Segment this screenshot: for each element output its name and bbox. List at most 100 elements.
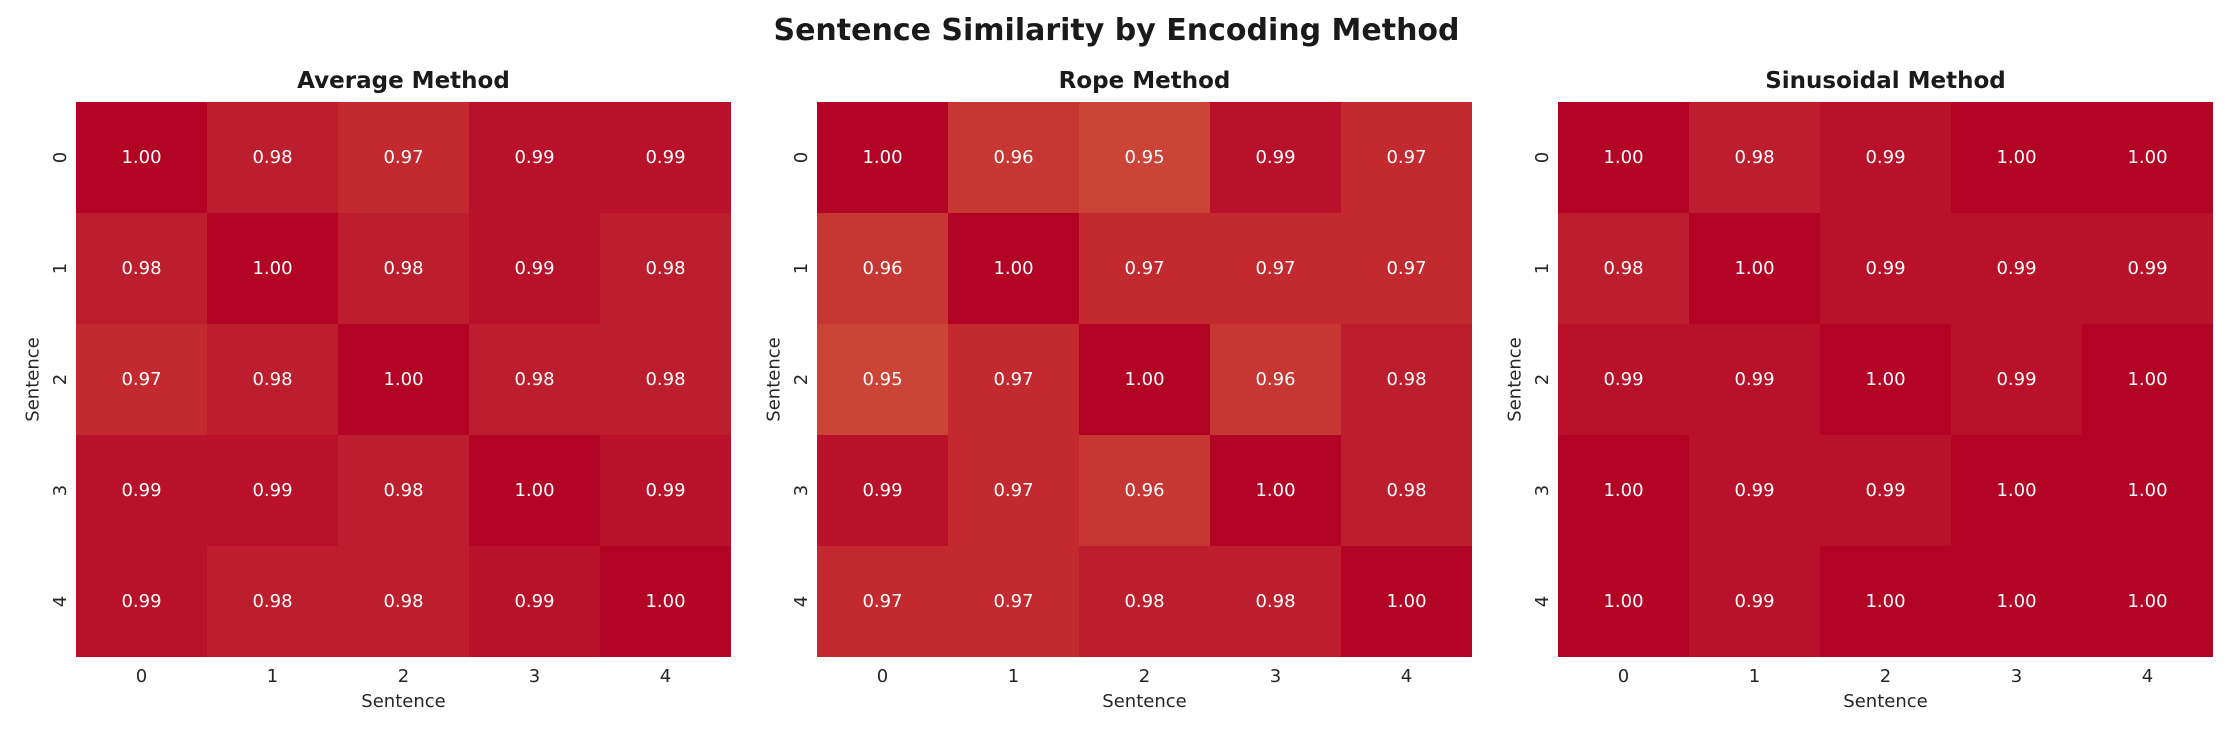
heatmap-cell: 1.00: [1558, 435, 1689, 546]
heatmap-cell: 1.00: [948, 213, 1079, 324]
heatmap-cell: 0.98: [207, 324, 338, 435]
heatmap-cell: 1.00: [2082, 324, 2213, 435]
heatmap-cell: 0.98: [1341, 324, 1472, 435]
heatmap-cell: 0.96: [1079, 435, 1210, 546]
y-tick-label: 1: [1532, 262, 1554, 275]
x-tick-label: 0: [1617, 666, 1630, 687]
heatmap-cell: 0.97: [817, 546, 948, 657]
heatmap-cell: 1.00: [1558, 102, 1689, 213]
y-tick-label: 1: [50, 262, 72, 275]
heatmap-cell: 1.00: [600, 546, 731, 657]
heatmap-cell: 0.99: [600, 435, 731, 546]
subplot-title-rope: Rope Method: [1058, 68, 1231, 94]
heatmap-cell: 0.99: [1951, 213, 2082, 324]
x-axis-label: Sentence: [361, 691, 446, 712]
heatmap-cell: 1.00: [1558, 546, 1689, 657]
heatmap-cell: 0.98: [1689, 102, 1820, 213]
heatmap-cell: 0.99: [1951, 324, 2082, 435]
heatmap-cell: 0.98: [1079, 546, 1210, 657]
heatmap-cell: 0.99: [1689, 324, 1820, 435]
x-tick-label: 1: [1748, 666, 1761, 687]
heatmap-cell: 0.99: [469, 102, 600, 213]
heatmap-cell: 0.99: [1689, 546, 1820, 657]
x-tick-label: 2: [397, 666, 410, 687]
y-tick-label: 0: [1532, 151, 1554, 164]
y-tick-label: 2: [791, 373, 813, 386]
y-tick-label: 4: [791, 595, 813, 608]
heatmap-cell: 0.99: [1558, 324, 1689, 435]
heatmap-cell: 1.00: [817, 102, 948, 213]
heatmap-cell: 0.97: [1079, 213, 1210, 324]
y-tick-label: 0: [50, 151, 72, 164]
heatmap-cell: 0.97: [948, 435, 1079, 546]
x-axis-ticks: 0 1 2 3 4: [76, 657, 731, 689]
heatmap-cell: 0.98: [207, 546, 338, 657]
heatmap-cell: 1.00: [1951, 102, 2082, 213]
heatmap-grid-average: 1.00 0.98 0.97 0.99 0.99 0.98 1.00 0.98 0.99 0.98…: [76, 102, 731, 657]
heatmap-cell: 1.00: [469, 435, 600, 546]
heatmap-cell: 0.98: [600, 324, 731, 435]
y-axis-ticks: 0 1 2 3 4: [46, 102, 76, 657]
heatmap-cell: 1.00: [76, 102, 207, 213]
heatmap-cell: 0.97: [1341, 213, 1472, 324]
heatmap-cell: 0.98: [600, 213, 731, 324]
heatmap-cell: 0.99: [207, 435, 338, 546]
x-tick-label: 4: [1400, 666, 1413, 687]
y-tick-label: 2: [50, 373, 72, 386]
x-tick-label: 1: [266, 666, 279, 687]
heatmap-cell: 1.00: [2082, 102, 2213, 213]
x-tick-label: 4: [659, 666, 672, 687]
heatmap-cell: 0.95: [1079, 102, 1210, 213]
figure-title: Sentence Similarity by Encoding Method: [773, 13, 1460, 48]
heatmap-cell: 1.00: [1820, 324, 1951, 435]
heatmap-cell: 0.95: [817, 324, 948, 435]
x-axis-ticks: 0 1 2 3 4: [817, 657, 1472, 689]
y-axis-label-text: Sentence: [763, 337, 785, 422]
y-axis-label-text: Sentence: [22, 337, 44, 422]
heatmap-grid-rope: 1.00 0.96 0.95 0.99 0.97 0.96 1.00 0.97 0.97 0.97…: [817, 102, 1472, 657]
heatmap-cell: 0.97: [948, 546, 1079, 657]
x-axis-ticks: 0 1 2 3 4: [1558, 657, 2213, 689]
x-tick-label: 1: [1007, 666, 1020, 687]
heatmap-cell: 0.96: [817, 213, 948, 324]
x-tick-label: 0: [135, 666, 148, 687]
heatmap-cell: 1.00: [2082, 435, 2213, 546]
heatmap-grid-sinusoidal: 1.00 0.98 0.99 1.00 1.00 0.98 1.00 0.99 0.99 0.99…: [1558, 102, 2213, 657]
heatmap-cell: 0.96: [948, 102, 1079, 213]
x-tick-label: 4: [2141, 666, 2154, 687]
y-axis-ticks: 0 1 2 3 4: [1528, 102, 1558, 657]
x-tick-label: 0: [876, 666, 889, 687]
heatmap-cell: 0.98: [207, 102, 338, 213]
subplot-title-sinusoidal: Sinusoidal Method: [1765, 68, 2006, 94]
heatmap-cell: 0.97: [76, 324, 207, 435]
x-tick-label: 3: [2010, 666, 2023, 687]
heatmap-cell: 1.00: [2082, 546, 2213, 657]
heatmap-cell: 0.96: [1210, 324, 1341, 435]
y-tick-label: 4: [1532, 595, 1554, 608]
heatmap-cell: 0.99: [76, 435, 207, 546]
y-axis-label: Sentence: [20, 102, 46, 657]
x-tick-label: 3: [528, 666, 541, 687]
heatmap-cell: 0.99: [1689, 435, 1820, 546]
heatmap-cell: 1.00: [1210, 435, 1341, 546]
y-axis-ticks: 0 1 2 3 4: [787, 102, 817, 657]
heatmap-cell: 0.98: [469, 324, 600, 435]
y-tick-label: 4: [50, 595, 72, 608]
heatmap-cell: 0.98: [76, 213, 207, 324]
heatmap-cell: 1.00: [338, 324, 469, 435]
y-tick-label: 3: [791, 484, 813, 497]
heatmap-cell: 0.99: [817, 435, 948, 546]
x-tick-label: 3: [1269, 666, 1282, 687]
heatmap-cell: 0.98: [1558, 213, 1689, 324]
y-tick-label: 0: [791, 151, 813, 164]
heatmap-cell: 0.99: [469, 546, 600, 657]
heatmap-cell: 0.97: [338, 102, 469, 213]
heatmap-cell: 0.99: [600, 102, 731, 213]
subplot-title-average: Average Method: [297, 68, 510, 94]
x-axis-label: Sentence: [1843, 691, 1928, 712]
heatmap-cell: 0.97: [948, 324, 1079, 435]
